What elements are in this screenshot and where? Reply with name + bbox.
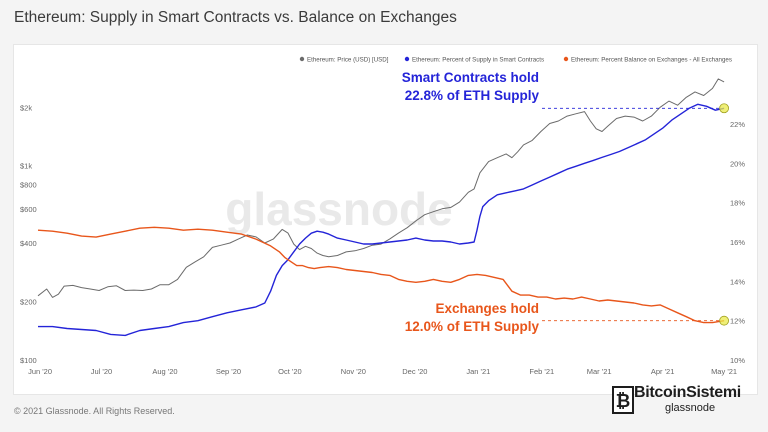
y-right-tick-label: 12% [730, 317, 745, 326]
x-tick-label: Nov '20 [341, 367, 366, 376]
y-left-tick-label: $600 [20, 205, 37, 214]
x-tick-label: Oct '20 [278, 367, 302, 376]
chart-panel: glassnode $100 $200 $400 $600 $800 $1k $2k 10% 12… [13, 44, 758, 395]
series-line-price [37, 78, 725, 298]
annotation-text: Exchanges hold [435, 301, 539, 316]
y-right-tick-label: 22% [730, 120, 745, 129]
annotation-text: 12.0% of ETH Supply [405, 319, 540, 334]
x-tick-label: Jun '20 [28, 367, 52, 376]
y-right-tick-label: 18% [730, 199, 745, 208]
brand-logo: ₿ BitcoinSistemi glassnode [612, 384, 757, 428]
annotation-text: 22.8% of ETH Supply [405, 88, 540, 103]
y-left-tick-label: $2k [20, 103, 32, 112]
y-right-tick-label: 20% [730, 159, 745, 168]
end-marker [719, 103, 729, 114]
bitcoin-logo-icon: ₿ [612, 386, 634, 414]
svg-text:₿: ₿ [616, 391, 631, 411]
copyright-footer: © 2021 Glassnode. All Rights Reserved. [14, 406, 175, 416]
legend-marker [299, 56, 305, 62]
y-left-tick-label: $200 [20, 298, 37, 307]
x-tick-label: Aug '20 [152, 367, 177, 376]
x-tick-label: Apr '21 [651, 367, 675, 376]
x-tick-label: May '21 [711, 367, 737, 376]
y-right-tick-label: 10% [730, 356, 745, 365]
x-tick-label: Jul '20 [91, 367, 112, 376]
legend-entry: Ethereum: Price (USD) [USD] [307, 57, 389, 64]
x-tick-label: Sep '20 [216, 367, 241, 376]
x-tick-label: Mar '21 [587, 367, 612, 376]
brand-name: BitcoinSistemi [634, 384, 741, 401]
y-left-tick-label: $400 [20, 239, 37, 248]
brand-sub: glassnode [665, 402, 716, 414]
legend-entry: Ethereum: Percent Balance on Exchanges -… [571, 57, 732, 64]
watermark: glassnode [225, 183, 453, 235]
y-right-tick-label: 16% [730, 238, 745, 247]
y-left-tick-label: $800 [20, 181, 37, 190]
annotation-text: Smart Contracts hold [402, 70, 539, 85]
x-tick-label: Dec '20 [402, 367, 427, 376]
chart-svg: glassnode $100 $200 $400 $600 $800 $1k $2k 10% 12… [20, 56, 745, 377]
legend-marker [404, 56, 410, 62]
legend-entry: Ethereum: Percent of Supply in Smart Con… [412, 57, 544, 64]
series-line-smart-contracts [38, 103, 725, 337]
y-left-tick-label: $1k [20, 162, 32, 171]
series-line-exchanges [37, 226, 725, 324]
legend-marker [563, 56, 569, 62]
x-tick-label: Jan '21 [466, 367, 490, 376]
y-right-tick-label: 14% [730, 277, 745, 286]
page-title: Ethereum: Supply in Smart Contracts vs. … [14, 9, 457, 26]
y-left-tick-label: $100 [20, 356, 37, 365]
x-tick-label: Feb '21 [529, 367, 554, 376]
end-marker [719, 315, 729, 326]
